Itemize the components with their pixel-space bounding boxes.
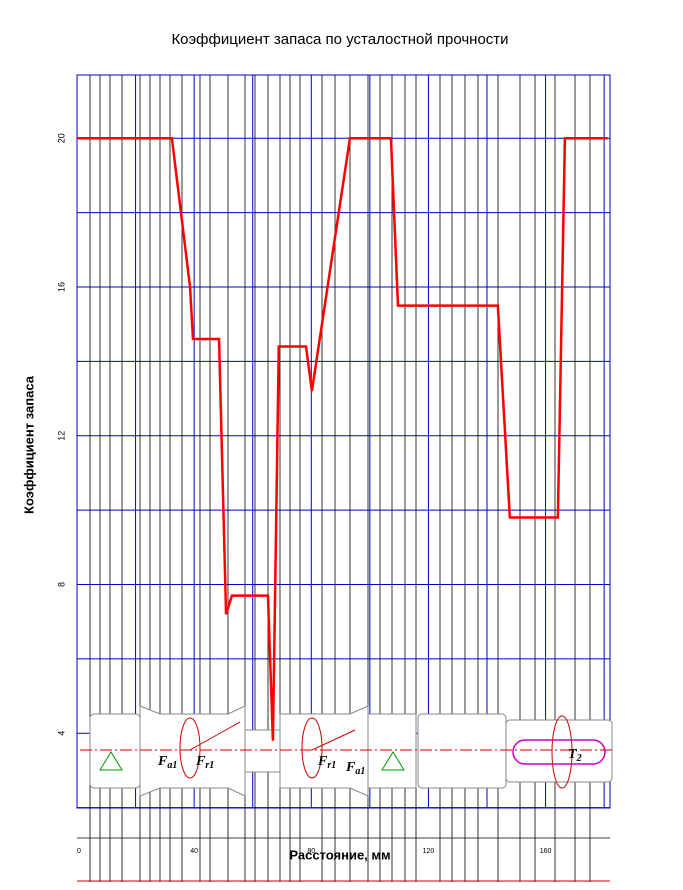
annotation-text: F xyxy=(157,754,168,769)
annotation-sub: 2 xyxy=(576,753,582,764)
y-tick-label: 12 xyxy=(56,431,66,441)
y-tick-label: 20 xyxy=(56,133,66,143)
annotation-sub: r1 xyxy=(327,760,336,771)
annotation-text: F xyxy=(345,760,356,775)
annotation-sub: a1 xyxy=(355,766,365,777)
x-axis-label: Расстояние, мм xyxy=(289,847,390,862)
annotation: Fr1 xyxy=(317,754,336,771)
x-tick-label: 80 xyxy=(307,848,315,855)
section-lines xyxy=(77,75,610,882)
annotation-text: T xyxy=(568,747,578,762)
x-tick-label: 120 xyxy=(423,848,435,855)
x-tick-label: 40 xyxy=(190,848,198,855)
safety-factor-line xyxy=(77,136,608,741)
annotation-sub: r1 xyxy=(205,760,214,771)
x-tick-label: 160 xyxy=(540,848,552,855)
annotation-text: F xyxy=(195,754,206,769)
plot-frame xyxy=(76,74,611,809)
annotation-sub: a1 xyxy=(167,760,177,771)
grid xyxy=(76,74,611,809)
annotation: Fr1 xyxy=(195,754,214,771)
annotation: Fa1 xyxy=(157,754,177,771)
y-tick-label: 4 xyxy=(56,731,66,736)
y-tick-label: 16 xyxy=(56,282,66,292)
chart-title: Коэффициент запаса по усталостной прочно… xyxy=(171,31,508,48)
x-tick-label: 0 xyxy=(77,848,81,855)
annotation: T2 xyxy=(568,747,582,764)
y-tick-label: 8 xyxy=(56,582,66,587)
annotation-text: F xyxy=(317,754,328,769)
shaft-drawing xyxy=(80,705,613,797)
annotation: Fa1 xyxy=(345,760,365,777)
y-axis-label: Коэффициент запаса xyxy=(21,375,36,514)
